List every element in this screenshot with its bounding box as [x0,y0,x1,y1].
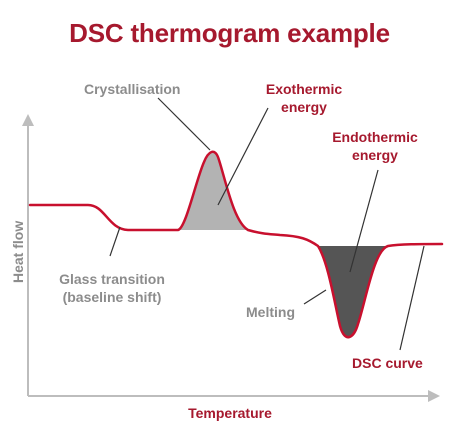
y-axis-arrow [22,114,34,126]
label-glass-line2: (baseline shift) [62,289,162,305]
label-dsc-curve: DSC curve [352,355,423,371]
glass-leader [109,226,121,257]
diagram-title: DSC thermogram example [69,18,390,48]
label-glass-line1: Glass transition [59,271,165,287]
endothermic-leader [349,169,379,273]
x-axis-label: Temperature [188,405,272,421]
exothermic-area [178,151,248,230]
y-axis-label: Heat flow [10,220,26,283]
label-exothermic-line2: energy [281,99,327,115]
label-endothermic-line1: Endothermic [332,129,418,145]
leader-lines [109,97,425,351]
axes [22,114,440,402]
dsc-curve [28,150,444,339]
label-endothermic-energy: Endothermic energy [320,128,430,164]
dsc-curve-leader [399,245,425,351]
melting-leader [303,289,327,305]
label-glass-transition: Glass transition (baseline shift) [48,270,176,306]
crystallisation-leader [157,97,211,151]
label-crystallisation: Crystallisation [84,81,181,97]
label-exothermic-line1: Exothermic [265,81,343,97]
x-axis-arrow [428,390,440,402]
label-exothermic-energy: Exothermic energy [256,80,352,116]
exothermic-leader [217,107,269,206]
endothermic-area [318,246,388,338]
label-melting: Melting [246,304,295,320]
label-endothermic-line2: energy [352,147,398,163]
